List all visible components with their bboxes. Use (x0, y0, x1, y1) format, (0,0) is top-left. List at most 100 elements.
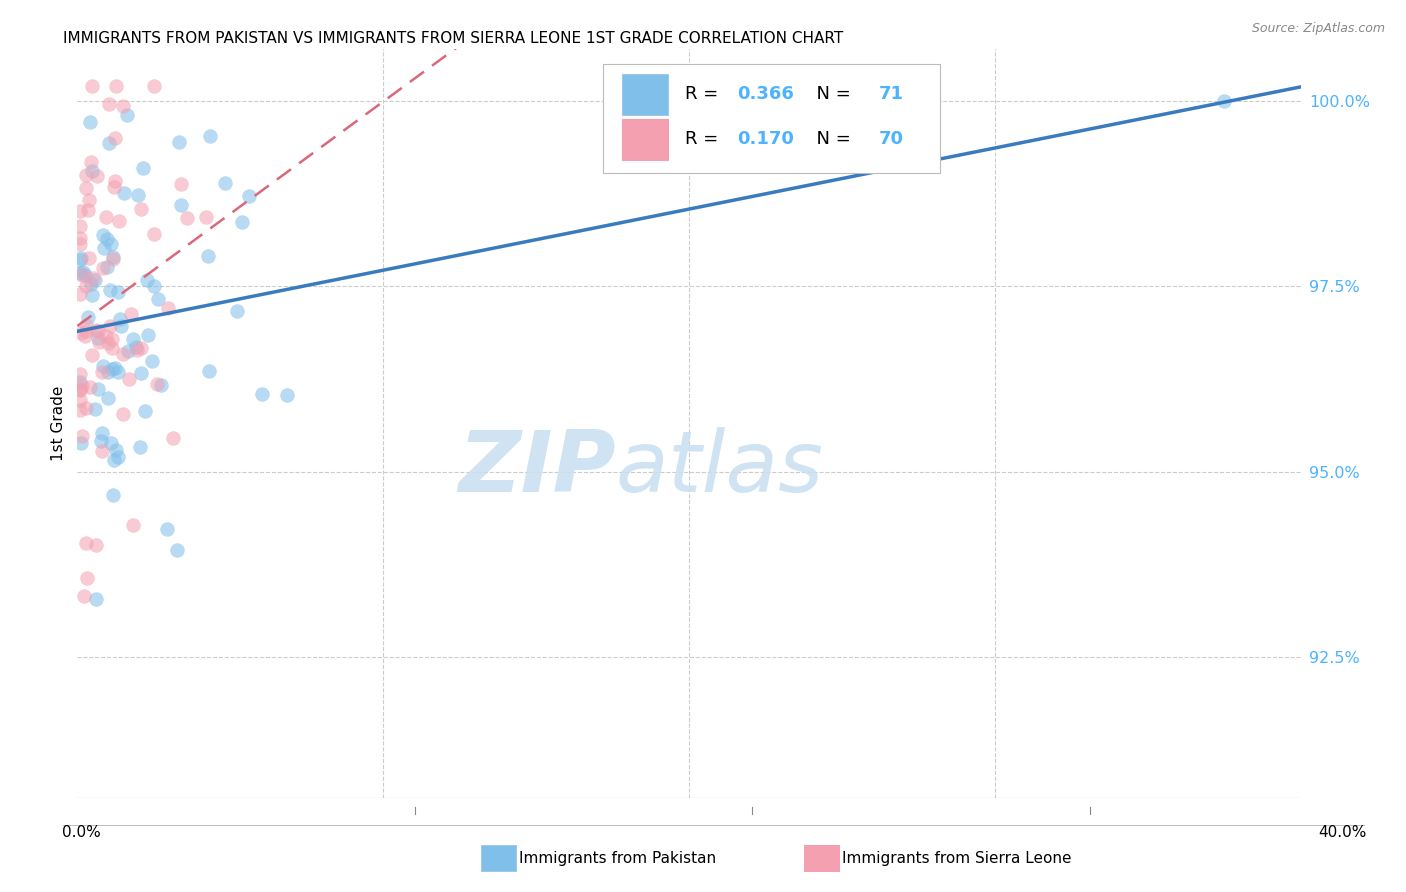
Point (80, 155, 103, 169)
Point (77, 203, 100, 218)
Point (101, 341, 124, 355)
Point (69, 375, 91, 389)
Point (69, 287, 91, 301)
Point (115, 107, 138, 121)
Text: atlas: atlas (616, 427, 824, 510)
Point (97, 335, 120, 350)
Point (105, 79, 128, 94)
Point (80, 288, 103, 302)
Point (107, 450, 129, 464)
Text: 70: 70 (879, 130, 904, 148)
Point (101, 488, 124, 502)
Point (70, 429, 93, 443)
Point (101, 332, 124, 346)
Text: R =: R = (685, 85, 724, 103)
Point (100, 237, 122, 252)
Point (101, 250, 124, 264)
Point (214, 176, 236, 190)
Point (104, 131, 127, 145)
Point (129, 341, 152, 355)
Text: 71: 71 (879, 85, 904, 103)
Point (69, 266, 91, 280)
Point (91, 425, 114, 440)
Point (79, 251, 101, 265)
Text: IMMIGRANTS FROM PAKISTAN VS IMMIGRANTS FROM SIERRA LEONE 1ST GRADE CORRELATION C: IMMIGRANTS FROM PAKISTAN VS IMMIGRANTS F… (63, 31, 844, 46)
Point (103, 180, 125, 194)
Point (80, 164, 103, 178)
Point (93, 241, 115, 255)
Point (82, 271, 104, 285)
Point (112, 407, 135, 421)
Point (146, 293, 169, 307)
Point (231, 215, 253, 229)
Point (136, 273, 159, 287)
Point (96, 391, 118, 405)
Point (107, 365, 129, 379)
Point (226, 303, 249, 318)
Text: N =: N = (806, 130, 856, 148)
Point (162, 431, 184, 445)
Point (198, 364, 221, 378)
Point (121, 332, 143, 346)
Text: Immigrants from Pakistan: Immigrants from Pakistan (519, 851, 716, 865)
Point (94, 211, 117, 225)
Point (77, 310, 100, 325)
Point (75, 181, 97, 195)
Text: 0.366: 0.366 (737, 85, 793, 103)
Point (108, 214, 131, 228)
Point (108, 311, 131, 326)
FancyBboxPatch shape (603, 64, 939, 173)
Point (87, 335, 110, 350)
Point (157, 301, 180, 315)
Point (79, 114, 101, 128)
Point (112, 186, 135, 201)
Point (104, 361, 127, 376)
Point (141, 354, 163, 368)
Point (69, 231, 91, 245)
Point (96, 231, 118, 245)
Point (69, 252, 91, 267)
Point (167, 136, 190, 150)
Point (98, 319, 121, 334)
Point (80, 348, 103, 362)
Point (132, 161, 155, 176)
Point (73, 329, 96, 343)
Point (127, 187, 149, 202)
Point (73, 589, 96, 603)
Point (83, 401, 105, 416)
Point (101, 252, 124, 267)
Point (111, 98, 134, 112)
Point (69, 382, 91, 396)
Point (97, 96, 120, 111)
Bar (621, 74, 668, 115)
Point (80, 79, 103, 94)
Point (129, 367, 152, 381)
Text: ZIP: ZIP (458, 427, 616, 510)
Point (104, 442, 127, 457)
Point (84, 273, 107, 287)
Point (86, 331, 108, 345)
Point (72, 378, 94, 392)
Point (101, 361, 124, 376)
Point (79, 379, 101, 393)
Point (72, 265, 94, 279)
Point (70, 268, 93, 283)
Point (107, 285, 129, 299)
Point (98, 136, 121, 150)
Point (276, 388, 298, 402)
Point (125, 340, 148, 354)
Point (69, 393, 91, 408)
Point (120, 307, 142, 321)
Point (198, 128, 221, 143)
Point (134, 403, 156, 417)
Point (69, 236, 91, 251)
Text: Immigrants from Sierra Leone: Immigrants from Sierra Leone (842, 851, 1071, 865)
Point (87, 324, 110, 338)
Point (194, 210, 217, 224)
Point (91, 228, 114, 243)
Point (166, 543, 188, 558)
Point (91, 359, 114, 374)
Point (170, 198, 193, 212)
Text: 40.0%: 40.0% (1319, 825, 1367, 840)
Point (70, 251, 93, 265)
